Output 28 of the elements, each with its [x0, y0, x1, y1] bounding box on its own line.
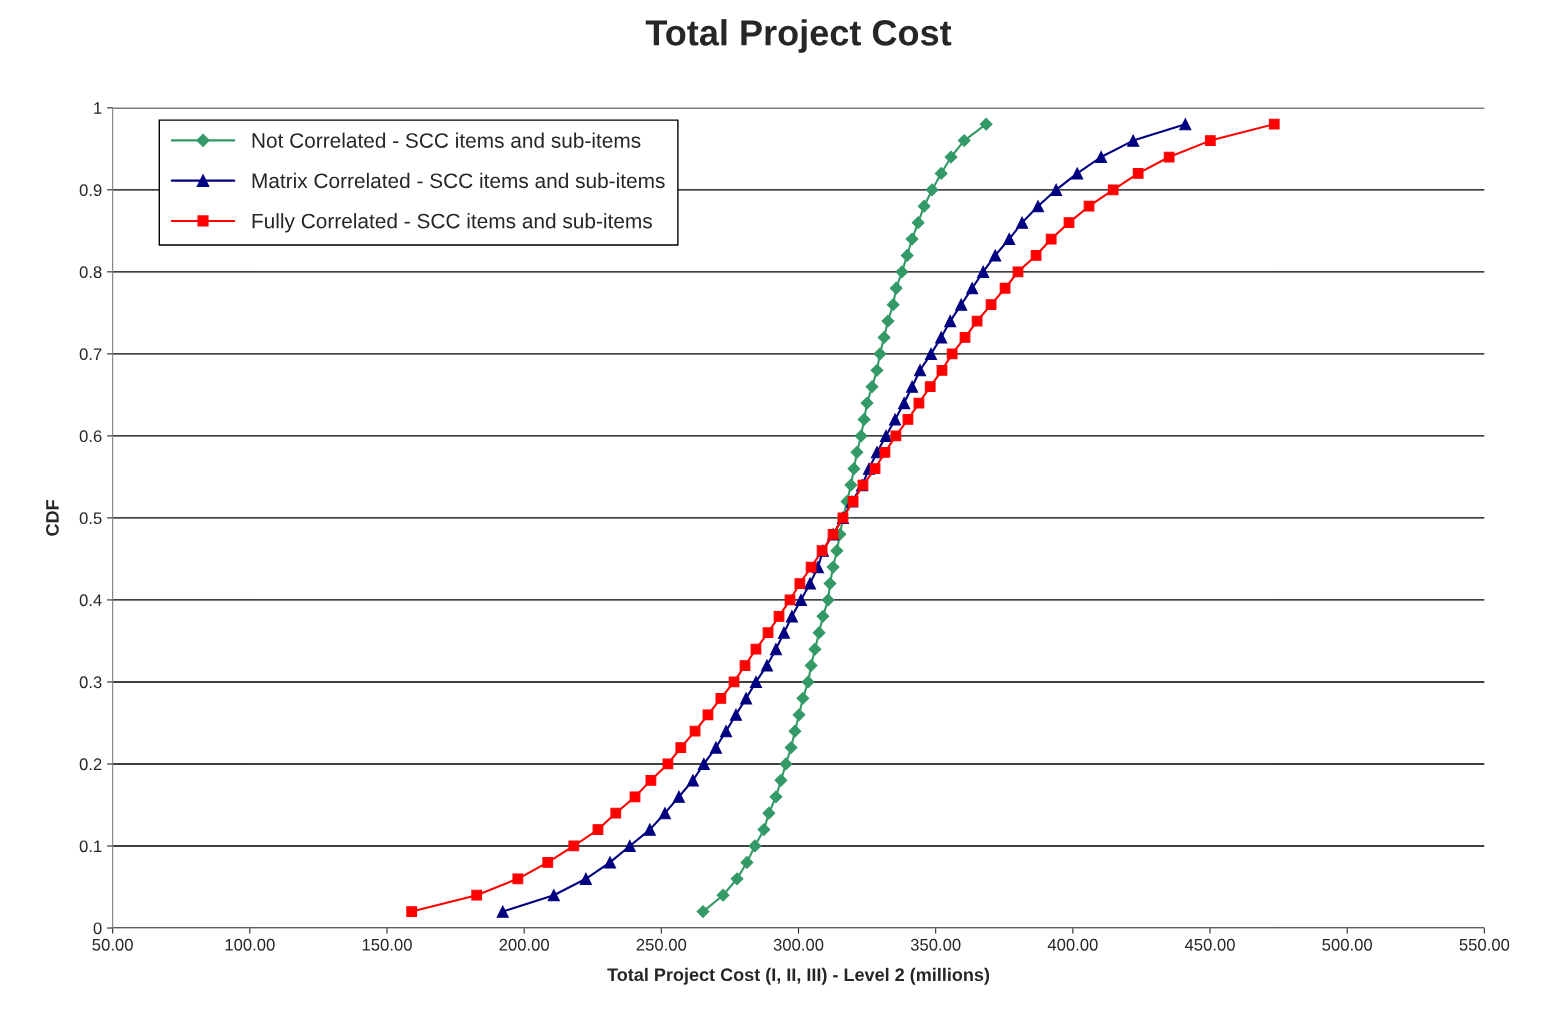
y-tick-label: 0.2 — [79, 758, 102, 771]
y-tick-label: 0.6 — [79, 430, 102, 443]
y-tick-label: 1 — [94, 102, 102, 114]
x-tick-label: 400.00 — [1047, 938, 1098, 951]
legend-label: Fully Correlated - SCC items and sub-items — [252, 213, 652, 233]
x-tick-label: 350.00 — [910, 938, 961, 951]
x-tick-label: 500.00 — [1322, 938, 1373, 951]
y-tick-label: 0.9 — [79, 184, 102, 197]
y-tick-label: 0.3 — [79, 676, 102, 689]
legend-label: Not Correlated - SCC items and sub-items — [252, 132, 641, 148]
y-tick-label: 0.1 — [79, 840, 102, 853]
x-tick-label: 150.00 — [362, 938, 412, 951]
y-tick-label: 0 — [93, 922, 102, 935]
y-tick-label: 0.8 — [79, 266, 102, 279]
x-tick-label: 300.00 — [773, 938, 824, 951]
x-tick-label: 550.00 — [1459, 938, 1510, 951]
x-tick-label: 250.00 — [636, 938, 687, 951]
y-axis-title: CDF — [46, 500, 59, 536]
x-tick-label: 100.00 — [225, 938, 275, 951]
y-tick-label: 0.4 — [79, 594, 102, 607]
x-tick-label: 200.00 — [499, 938, 549, 951]
legend-label: Matrix Correlated - SCC items and sub-items — [252, 172, 665, 189]
x-tick-label: 450.00 — [1184, 938, 1235, 951]
chart-title: Total Project Cost — [645, 19, 952, 53]
x-tick-label: 50.00 — [92, 938, 133, 951]
y-tick-label: 0.7 — [79, 348, 102, 361]
x-axis-title: Total Project Cost (I, II, III) - Level 2 (millions) — [607, 967, 990, 985]
y-tick-label: 0.5 — [79, 512, 102, 525]
